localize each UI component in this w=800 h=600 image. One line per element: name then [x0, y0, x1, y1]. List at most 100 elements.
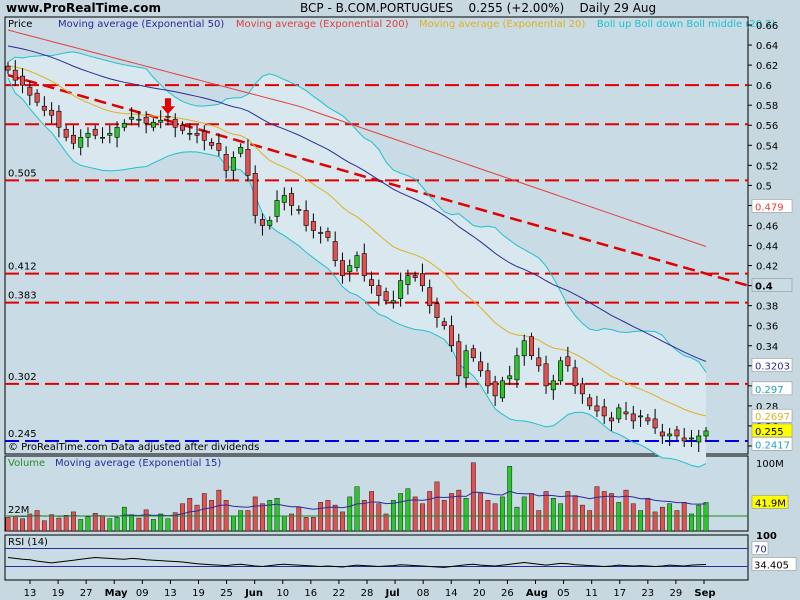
y-tick-label: 0.5	[756, 181, 772, 192]
candle-body	[478, 361, 484, 372]
y-tick-label: 0.6	[756, 81, 772, 92]
candle-body	[252, 173, 258, 216]
candle-body	[703, 430, 709, 437]
candle-body	[289, 193, 295, 206]
volume-bar	[420, 503, 425, 532]
candle-body	[492, 381, 498, 397]
bollinger-upper	[7, 51, 707, 373]
volume-bar	[310, 517, 316, 532]
candle-body	[339, 260, 345, 276]
chart-title: BCP - B.COM.PORTUGUES 0.255 (+2.00%) Dai…	[300, 1, 656, 15]
candle-body	[310, 221, 316, 231]
candle-body	[463, 350, 469, 379]
volume-bar	[34, 510, 40, 532]
volume-bar	[71, 511, 76, 532]
volume-bar	[12, 515, 18, 532]
ema-200-line	[7, 29, 707, 247]
volume-bar	[449, 493, 454, 532]
rsi-value-label: 34.405	[754, 561, 789, 572]
volume-bar	[427, 491, 433, 532]
x-tick-label: 22	[333, 588, 346, 599]
volume-bar	[194, 504, 200, 532]
ema-20-line	[7, 65, 707, 417]
volume-bar	[565, 491, 571, 532]
rsi-level-tag	[751, 541, 769, 555]
y-tick-label: 0.42	[756, 262, 778, 273]
candle-body	[354, 255, 360, 268]
price-legend-item: Boll up Boll down Boll middle (20 2)	[597, 19, 776, 30]
candle-body	[34, 92, 40, 103]
x-tick-label: 17	[613, 588, 626, 599]
site-name[interactable]: www.ProRealTime.com	[6, 1, 161, 15]
candle-body	[194, 132, 200, 136]
volume-bar	[114, 517, 120, 532]
volume-bar	[696, 504, 702, 532]
volume-bar	[216, 489, 222, 532]
candle-body	[209, 141, 215, 146]
price-legend-item: Moving average (Exponential 200)	[236, 19, 409, 30]
candle-body	[674, 429, 680, 437]
volume-bar	[49, 514, 55, 532]
x-tick-label: May	[105, 588, 128, 599]
candle-body	[238, 146, 244, 154]
volume-bar	[536, 510, 542, 532]
candle-body	[49, 109, 55, 116]
x-tick-label: 09	[136, 588, 149, 599]
volume-bar	[63, 515, 69, 532]
volume-bar	[580, 504, 585, 532]
volume-bar	[340, 511, 345, 532]
candle-body	[456, 341, 462, 377]
volume-bar	[158, 513, 164, 532]
volume-bar	[85, 516, 91, 532]
volume-left-label: 22M	[8, 505, 29, 516]
volume-bar	[470, 462, 476, 532]
volume-bar	[107, 518, 113, 532]
x-tick-label: 11	[585, 588, 598, 599]
volume-bar	[434, 481, 440, 532]
candle-body	[172, 118, 178, 128]
value-tag	[751, 423, 793, 438]
value-tag-label: 0.3203	[755, 361, 790, 372]
volume-bar	[550, 498, 556, 532]
volume-bar	[20, 518, 25, 532]
candle-body	[12, 69, 18, 81]
rsi-value-tag	[751, 557, 797, 571]
candle-body	[303, 210, 309, 226]
volume-bar	[616, 502, 622, 532]
value-tag-label: 0.2697	[755, 412, 790, 423]
rsi-level-label: 70	[754, 545, 767, 556]
candle-body	[616, 407, 622, 420]
candle-body	[129, 116, 135, 120]
price-axis-label: Price	[8, 19, 32, 30]
volume-bar	[187, 498, 193, 532]
candle-body	[318, 232, 324, 234]
candle-body	[92, 128, 98, 136]
volume-bar	[652, 511, 658, 532]
volume-bar	[376, 503, 382, 532]
value-tag	[751, 381, 793, 396]
price-legend-item: Moving average (Exponential 50)	[58, 19, 224, 30]
y-tick-label: 0.52	[756, 161, 778, 172]
candle-body	[41, 105, 47, 111]
candle-body	[85, 132, 91, 138]
volume-bar	[318, 502, 324, 532]
candle-body	[165, 115, 171, 118]
candle-body	[201, 130, 207, 141]
x-tick-label: 13	[164, 588, 177, 599]
y-tick-label: 0.54	[756, 141, 778, 152]
volume-bar	[121, 506, 127, 532]
footer-note: © ProRealTime.com Data adjusted after di…	[8, 442, 259, 453]
volume-bar	[252, 496, 258, 532]
candle-body	[136, 118, 142, 121]
candle-body	[180, 124, 185, 131]
volume-bar	[274, 498, 280, 532]
candle-body	[5, 65, 11, 71]
y-tick-label: 0.64	[756, 41, 778, 52]
candle-body	[623, 411, 629, 415]
volume-bar	[689, 513, 694, 532]
volume-bar	[572, 495, 578, 532]
volume-bar	[456, 489, 462, 532]
value-tag	[751, 199, 793, 213]
x-tick-label: Jun	[244, 588, 263, 599]
